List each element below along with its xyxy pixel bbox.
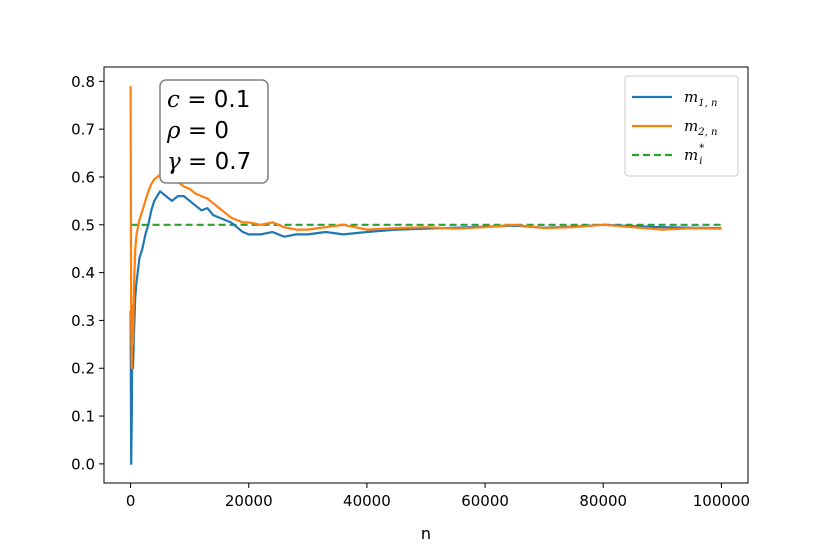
legend-label: m1, n [684,88,717,109]
x-tick-label: 80000 [579,492,627,510]
annotation-value: = 0 [181,118,230,144]
y-tick-label: 0.3 [71,312,95,330]
annotation-line: ρ = 0 [166,118,229,144]
x-tick-label: 20000 [225,492,273,510]
y-tick-label: 0.5 [71,216,95,234]
y-tick-label: 0.0 [71,455,95,473]
annotation-line: γ = 0.7 [167,149,251,175]
series-line-2 [129,86,722,370]
legend-sub: 2, n [697,127,717,138]
annotation-line: c = 0.1 [167,87,250,113]
x-axis: 0 20000 40000 60000 80000 100000 [126,483,750,510]
legend-main: m [684,117,698,135]
legend: m1, nm2, nm* i [624,75,739,177]
legend-sub: i [699,156,702,167]
series-group [129,86,722,465]
y-tick-label: 0.6 [71,168,95,186]
series-layer [129,86,722,465]
annotation-box [159,79,269,184]
legend-sub: 1, n [698,98,717,109]
legend-label: m2, n [684,117,717,138]
annotation-value: = 0.7 [181,149,251,175]
legend-box [624,75,739,177]
x-axis-label: n [421,524,431,543]
annotation-symbol: c [167,87,180,113]
y-tick-label: 0.1 [71,408,95,426]
y-axis: 0.0 0.1 0.2 0.3 0.4 0.5 0.6 0.7 0.8 [71,73,104,473]
y-tick-label: 0.4 [71,264,95,282]
legend-main: m [684,88,698,106]
annotation-symbol: γ [167,149,181,175]
annotation-value: = 0.1 [180,87,250,113]
plot-frame [103,66,749,484]
legend-sup: * [699,143,704,154]
x-tick-label: 60000 [461,492,509,510]
legend-main: m [684,146,698,164]
x-tick-label: 0 [126,492,136,510]
legend-label: m* i [684,143,704,167]
x-tick-label: 40000 [343,492,391,510]
y-tick-label: 0.8 [71,73,95,91]
x-tick-label: 100000 [693,492,750,510]
y-tick-label: 0.7 [71,121,95,139]
parameter-annotation: c = 0.1ρ = 0γ = 0.7 [159,79,269,184]
annotation-symbol: ρ [166,118,181,144]
y-tick-label: 0.2 [71,360,95,378]
